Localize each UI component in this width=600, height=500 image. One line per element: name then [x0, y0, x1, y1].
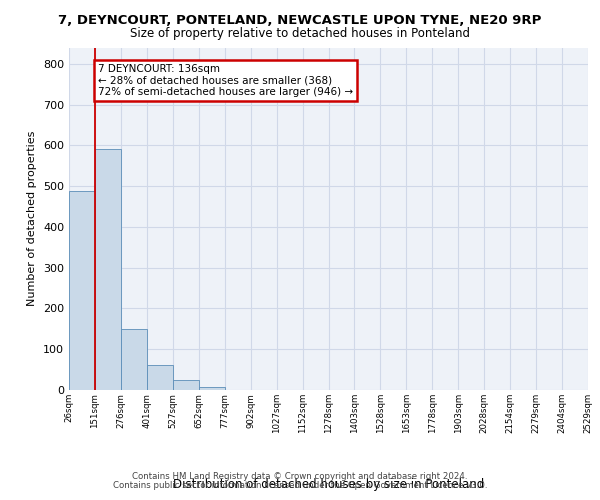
Bar	[173, 380, 199, 390]
Text: 7 DEYNCOURT: 136sqm
← 28% of detached houses are smaller (368)
72% of semi-detac: 7 DEYNCOURT: 136sqm ← 28% of detached ho…	[98, 64, 353, 97]
Text: Size of property relative to detached houses in Ponteland: Size of property relative to detached ho…	[130, 28, 470, 40]
Text: Contains HM Land Registry data © Crown copyright and database right 2024.: Contains HM Land Registry data © Crown c…	[132, 472, 468, 481]
Text: Contains public sector information licensed under the Open Government Licence v3: Contains public sector information licen…	[113, 481, 487, 490]
Bar	[95, 149, 121, 390]
Text: 7, DEYNCOURT, PONTELAND, NEWCASTLE UPON TYNE, NE20 9RP: 7, DEYNCOURT, PONTELAND, NEWCASTLE UPON …	[58, 14, 542, 27]
Y-axis label: Number of detached properties: Number of detached properties	[28, 131, 37, 306]
Bar	[69, 192, 95, 390]
X-axis label: Distribution of detached houses by size in Ponteland: Distribution of detached houses by size …	[173, 478, 484, 490]
Bar	[199, 386, 224, 390]
Bar	[121, 329, 147, 390]
Bar	[147, 364, 173, 390]
